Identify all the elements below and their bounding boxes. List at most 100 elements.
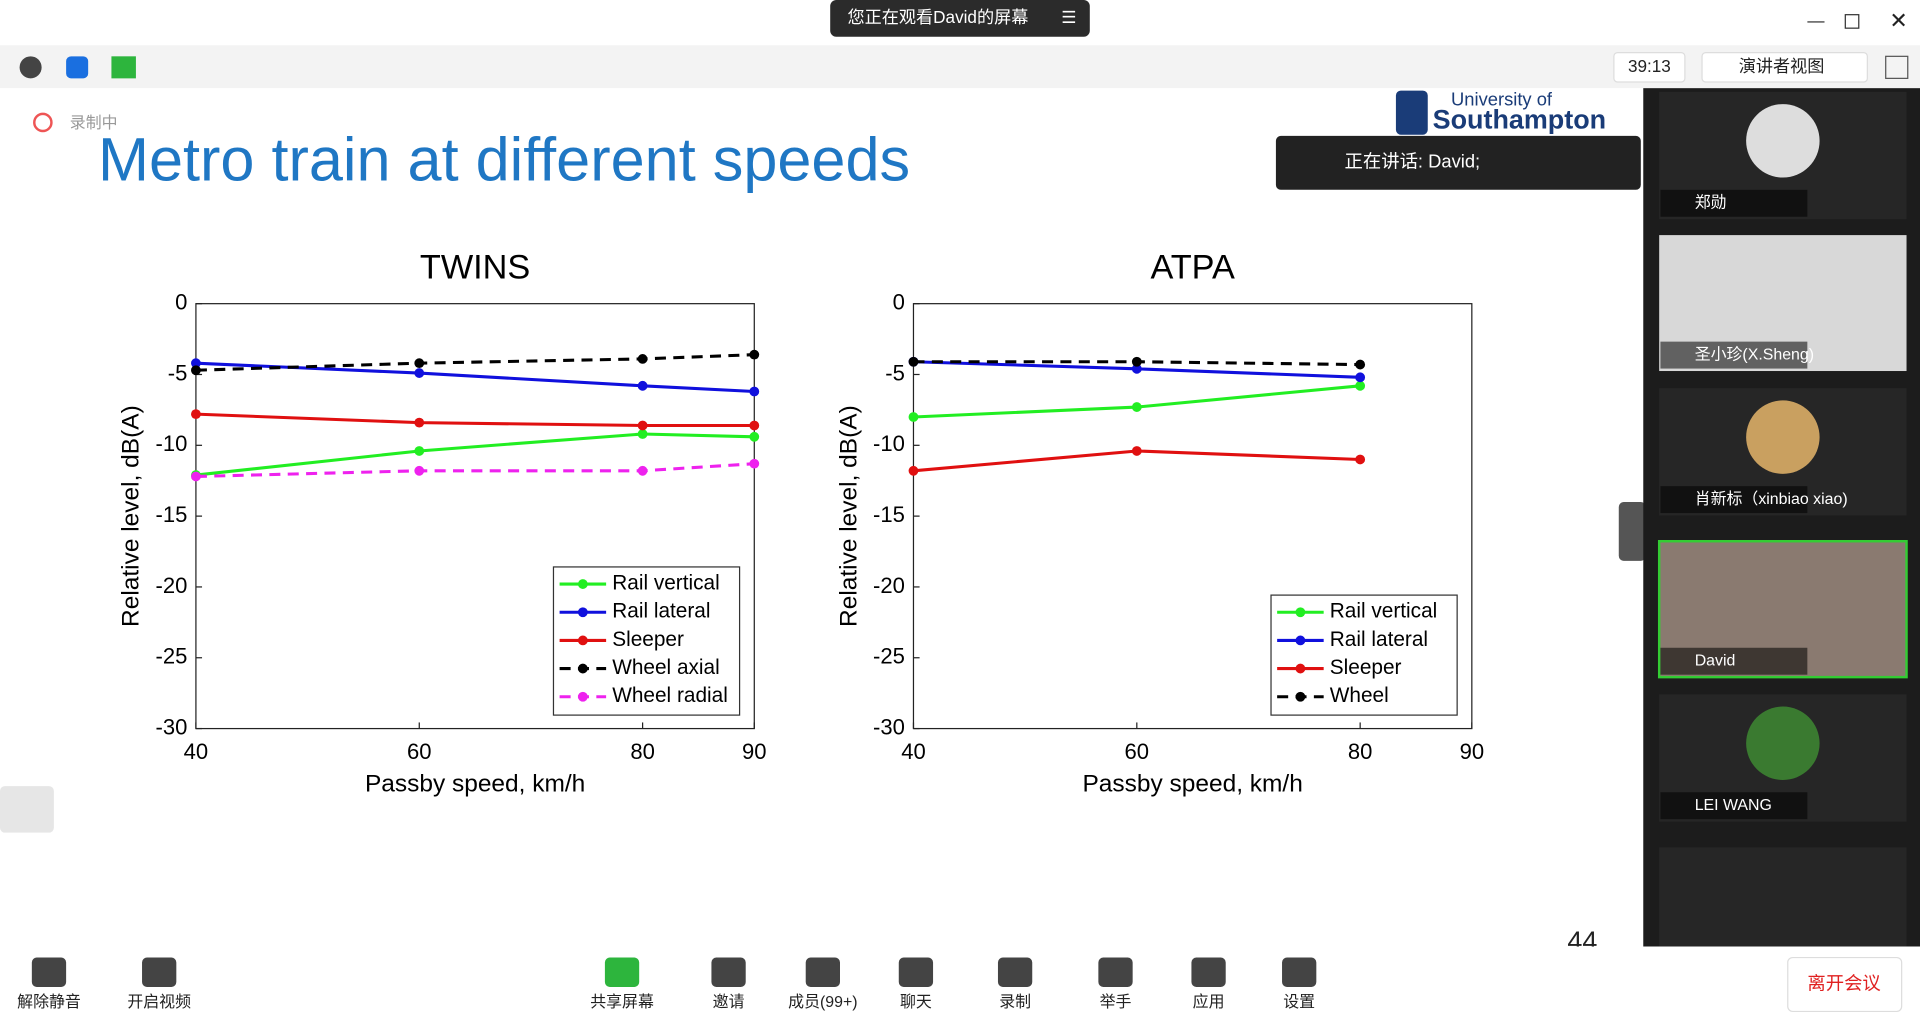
y-tick-label: -25 [873,644,905,669]
tool-label: 共享屏幕 [590,993,654,1011]
logo-crest [1395,90,1428,135]
x-tick-label: 90 [742,739,767,764]
participant-name: 肖新标（xinbiao xiao) [1695,490,1848,508]
data-point [191,471,201,482]
data-point [191,409,201,420]
tool-label: 邀请 [713,993,745,1011]
data-point [749,349,760,360]
tool-icon[interactable] [142,957,177,987]
legend-label: Sleeper [612,628,684,651]
logo-line2: Southampton [1433,104,1606,134]
recording: 录制中 [70,114,118,132]
name-bg [1660,341,1808,369]
data-point [191,358,201,369]
data-point [749,420,760,431]
speaker-text: 正在讲话: David; [1344,151,1480,172]
signal-icon[interactable] [111,56,136,79]
legend-label: Wheel radial [612,684,728,707]
data-point [1131,402,1142,412]
leave-label: 离开会议 [1807,972,1880,993]
data-point [749,386,760,397]
data-point [749,458,760,469]
x-tick-label: 40 [184,739,209,764]
list-button[interactable] [0,786,54,833]
chart-title: ATPA [1150,248,1235,286]
collapse-button[interactable] [1618,502,1646,561]
series-line [195,353,755,372]
x-tick-label: 60 [1125,739,1150,764]
y-tick-label: -5 [885,360,905,385]
legend-marker [577,663,588,674]
y-axis-label: Relative level, dB(A) [118,405,145,627]
tool-icon[interactable] [1191,957,1226,987]
rec-icon [33,112,53,133]
chart-title: TWINS [420,248,530,286]
y-tick-label: -15 [156,502,188,527]
data-point [1355,372,1366,383]
legend-marker [1295,691,1306,702]
banner-menu[interactable]: ☰ [1061,7,1076,27]
restore[interactable] [1844,14,1860,29]
legend-marker [1295,607,1306,618]
data-point [637,354,648,364]
minimize[interactable]: — [1807,11,1825,31]
legend-label: Rail vertical [612,572,719,595]
logo-line1: University of [1451,88,1553,109]
tool-label: 聊天 [900,993,932,1011]
data-point [1355,380,1366,391]
name-bg [1660,189,1808,217]
timer-box [1613,52,1686,83]
tool-icon[interactable] [997,957,1033,987]
timer: 39:13 [1628,56,1671,76]
y-tick-label: 0 [893,290,905,315]
y-tick-label: -5 [168,360,188,385]
y-tick-label: -30 [156,714,188,739]
y-tick-label: -20 [873,573,905,598]
data-point [637,465,648,476]
data-point [637,420,648,431]
legend-label: Rail lateral [612,600,710,623]
legend-label: Rail vertical [1330,600,1437,623]
tool-label: 设置 [1283,993,1315,1011]
tool-icon[interactable] [711,957,746,987]
x-tick-label: 90 [1460,739,1485,764]
x-axis-label: Passby speed, km/h [365,770,585,797]
close[interactable]: ✕ [1889,8,1907,33]
participant-name: David [1695,652,1736,669]
tool-icon[interactable] [31,957,67,987]
data-point [191,365,201,376]
y-tick-label: -15 [873,502,905,527]
data-point [414,417,425,428]
data-point [1355,454,1366,465]
info-icon[interactable] [19,56,42,79]
avatar [1746,400,1820,474]
name-bg [1660,486,1808,514]
data-point [1131,356,1142,367]
tool-icon[interactable] [1098,957,1133,987]
data-point [637,380,648,391]
legend-marker [1295,635,1306,646]
name-bg [1660,647,1808,675]
x-tick-label: 40 [901,739,926,764]
data-point [908,465,919,476]
y-tick-label: 0 [175,290,187,315]
tool-label: 解除静音 [17,993,81,1011]
x-tick-label: 60 [407,739,432,764]
view-button[interactable] [1701,52,1868,83]
security-icon[interactable] [66,56,89,79]
legend-marker [577,579,588,589]
tool-icon[interactable] [604,957,640,987]
tool-icon[interactable] [805,957,840,987]
participant-tile[interactable] [1659,847,1907,947]
x-tick-label: 80 [1348,739,1373,764]
leave-button[interactable] [1787,956,1903,1013]
tool-label: 开启视频 [127,993,191,1011]
fullscreen[interactable] [1885,55,1909,79]
tool-icon[interactable] [1282,957,1317,987]
data-point [414,446,425,456]
x-axis-label: Passby speed, km/h [1082,770,1302,797]
participant-name: 郑勋 [1695,193,1727,211]
share-banner[interactable] [830,0,1090,37]
tool-label: 录制 [999,993,1031,1011]
tool-icon[interactable] [898,957,934,987]
